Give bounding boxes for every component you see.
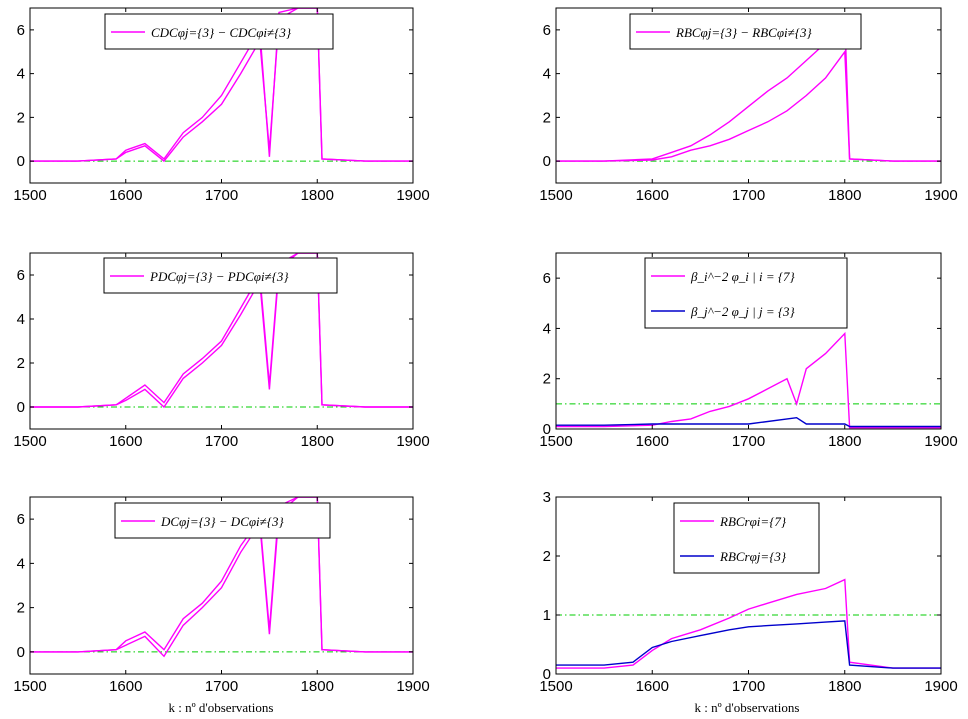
y-tick-label: 2	[543, 371, 551, 388]
legend-label: β_i^−2 φ_i | i = {7}	[690, 269, 796, 284]
x-tick-label: 1900	[396, 433, 429, 450]
y-tick-label: 0	[543, 421, 551, 438]
legend: β_i^−2 φ_i | i = {7} β_j^−2 φ_j | j = {3}	[644, 257, 848, 329]
legend-box	[644, 257, 848, 329]
x-tick-label: 1800	[828, 433, 861, 450]
legend-label: CDCφj={3} − CDCφi≠{3}	[151, 25, 292, 40]
x-tick-label: 1700	[732, 433, 765, 450]
y-tick-label: 2	[17, 600, 25, 617]
legend: PDCφj={3} − PDCφi≠{3}	[103, 257, 338, 294]
x-tick-label: 1500	[539, 187, 572, 204]
y-tick-label: 6	[17, 267, 25, 284]
x-tick-label: 1800	[301, 187, 334, 204]
series-line-1	[556, 16, 941, 162]
y-tick-label: 4	[17, 66, 25, 83]
x-tick-label: 1500	[13, 678, 46, 695]
y-tick-label: 0	[543, 153, 551, 170]
y-tick-label: 4	[543, 320, 551, 337]
series-line-1	[556, 331, 941, 429]
x-tick-label: 1600	[109, 678, 142, 695]
y-tick-label: 4	[17, 311, 25, 328]
legend: RBCφj={3} − RBCφi≠{3}	[629, 13, 862, 50]
chart-panel-6: 1500 1600 1700 1800 1900 0 1 2 3 RBCrφi={7} RBCrφj…	[539, 489, 957, 695]
x-tick-label: 1700	[732, 678, 765, 695]
x-tick-label: 1600	[636, 187, 669, 204]
x-tick-label: 1800	[301, 678, 334, 695]
legend-label: β_j^−2 φ_j | j = {3}	[690, 304, 796, 319]
y-tick-label: 0	[543, 666, 551, 683]
x-tick-label: 1500	[539, 678, 572, 695]
y-tick-label: 3	[543, 489, 551, 506]
y-tick-label: 2	[17, 355, 25, 372]
chart-panel-3: 1500 1600 1700 1800 1900 0 2 4 6 PDCφj={3} − PDCφ…	[13, 252, 430, 450]
y-tick-label: 4	[17, 555, 25, 572]
legend-label: RBCrφi={7}	[719, 514, 787, 529]
x-tick-label: 1600	[636, 433, 669, 450]
x-tick-label: 1600	[109, 187, 142, 204]
x-tick-label: 1900	[924, 187, 957, 204]
x-tick-label: 1900	[396, 187, 429, 204]
legend: CDCφj={3} − CDCφi≠{3}	[104, 13, 334, 50]
x-tick-label: 1900	[924, 678, 957, 695]
x-axis-label-left: k : nº d'observations	[169, 700, 274, 715]
y-tick-label: 6	[17, 22, 25, 39]
x-tick-label: 1800	[828, 678, 861, 695]
y-tick-label: 2	[17, 109, 25, 126]
x-tick-label: 1900	[924, 433, 957, 450]
y-tick-label: 1	[543, 607, 551, 624]
x-tick-label: 1500	[13, 433, 46, 450]
x-tick-label: 1700	[205, 678, 238, 695]
y-tick-label: 0	[17, 644, 25, 661]
x-tick-label: 1700	[205, 433, 238, 450]
series-line-2	[556, 416, 941, 428]
legend-label: PDCφj={3} − PDCφi≠{3}	[149, 269, 289, 284]
x-tick-label: 1600	[636, 678, 669, 695]
y-tick-label: 0	[17, 153, 25, 170]
legend-box	[673, 502, 820, 574]
x-tick-label: 1800	[828, 187, 861, 204]
y-tick-label: 6	[17, 511, 25, 528]
legend-label: RBCφj={3} − RBCφi≠{3}	[675, 25, 812, 40]
x-axis-label-right: k : nº d'observations	[695, 700, 800, 715]
x-tick-label: 1700	[205, 187, 238, 204]
y-tick-label: 6	[543, 270, 551, 287]
series-line-1	[556, 578, 941, 669]
y-tick-label: 2	[543, 109, 551, 126]
x-tick-label: 1800	[301, 433, 334, 450]
y-tick-label: 4	[543, 66, 551, 83]
chart-panel-4: 1500 1600 1700 1800 1900 0 2 4 6 β_i^−2 φ_i | i =…	[539, 252, 958, 450]
legend-label: DCφj={3} − DCφi≠{3}	[160, 514, 285, 529]
legend: RBCrφi={7} RBCrφj={3}	[673, 502, 820, 574]
series-line-2	[556, 620, 941, 669]
y-tick-label: 0	[17, 399, 25, 416]
legend: DCφj={3} − DCφi≠{3}	[114, 502, 331, 539]
legend-label: RBCrφj={3}	[719, 549, 787, 564]
x-tick-label: 1500	[539, 433, 572, 450]
x-tick-label: 1900	[396, 678, 429, 695]
y-tick-label: 6	[543, 22, 551, 39]
chart-panel-2: 1500 1600 1700 1800 1900 0 2 4 6 RBCφj={3} − RBCφ…	[539, 7, 958, 204]
x-tick-label: 1500	[13, 187, 46, 204]
x-tick-label: 1700	[732, 187, 765, 204]
y-tick-label: 2	[543, 548, 551, 565]
series-line-2	[556, 49, 941, 162]
x-tick-label: 1600	[109, 433, 142, 450]
chart-panel-5: 1500 1600 1700 1800 1900 0 2 4 6 DCφj={3} − DCφi≠…	[13, 496, 430, 695]
chart-panel-1: 1500 1600 1700 1800 1900 0 2 4 6 CDCφj={3} − CDCφ…	[13, 7, 430, 204]
